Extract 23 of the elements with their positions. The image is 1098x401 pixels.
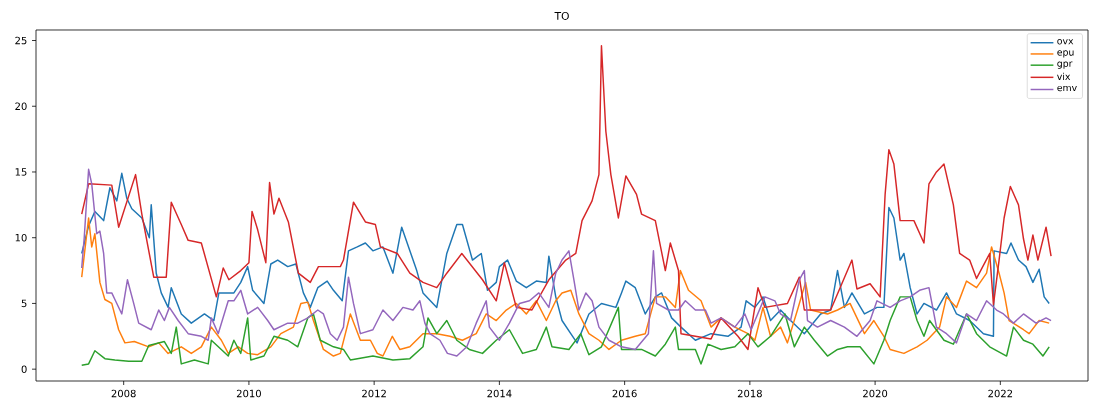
legend-label: epu	[1057, 50, 1074, 58]
x-tick-label: 2008	[111, 389, 136, 398]
legend-label: vix	[1057, 72, 1071, 80]
line-series	[80, 217, 1050, 357]
x-tick-label: 2022	[988, 389, 1013, 398]
x-tick-label: 2012	[362, 389, 386, 398]
line-series	[80, 45, 1052, 351]
legend-label: ovx	[1057, 39, 1074, 45]
y-tick-label: 15	[15, 168, 27, 176]
x-tick-label: 2016	[612, 389, 637, 398]
y-tick-label: 25	[15, 36, 27, 45]
chart-title: TO	[554, 11, 569, 20]
y-tick-label: 10	[15, 233, 27, 242]
legend-label: emv	[1057, 85, 1077, 92]
x-tick-label: 2014	[487, 389, 512, 398]
y-tick-label: 0	[21, 365, 27, 373]
x-tick-label: 2010	[236, 389, 261, 398]
x-tick-label: 2018	[737, 389, 762, 398]
x-tick-label: 2020	[863, 389, 888, 398]
y-tick-label: 5	[21, 299, 27, 308]
legend-label: gpr	[1057, 61, 1073, 69]
line-series	[80, 296, 1050, 366]
y-tick-label: 20	[15, 102, 27, 111]
